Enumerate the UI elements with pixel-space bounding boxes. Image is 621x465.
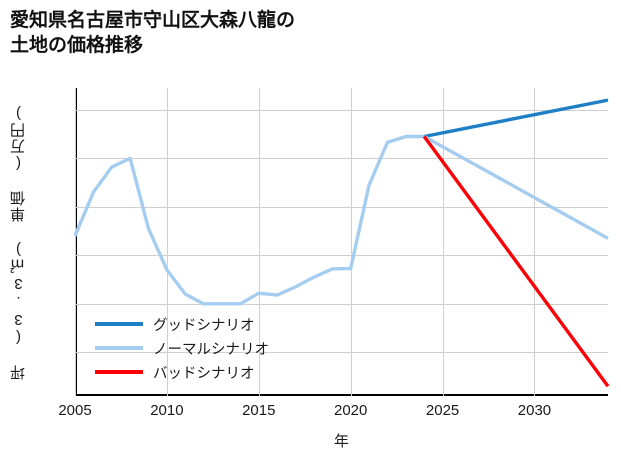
x-axis-tick: 2015 xyxy=(242,402,276,419)
x-axis-tick: 2025 xyxy=(425,402,460,419)
series-line xyxy=(73,134,425,306)
gridline-horizontal xyxy=(75,352,608,354)
gridline-horizontal xyxy=(75,255,608,257)
gridline-vertical xyxy=(442,88,444,396)
gridline-horizontal xyxy=(75,158,608,160)
chart-legend: グッドシナリオ ノーマルシナリオ バッドシナリオ xyxy=(95,316,269,382)
legend-label: グッドシナリオ xyxy=(153,317,255,334)
gridline-vertical xyxy=(534,88,536,396)
chart-title: 愛知県名古屋市守山区大森八龍の 土地の価格推移 xyxy=(10,10,296,57)
legend-label: ノーマルシナリオ xyxy=(153,341,269,358)
x-axis-tick: 2020 xyxy=(334,402,368,419)
gridline-horizontal xyxy=(75,303,608,305)
gridline-vertical xyxy=(75,88,76,396)
y-axis-label-text: 坪 (3.3㎡) 単価 (万円) xyxy=(9,104,27,380)
gridline-vertical xyxy=(166,88,168,396)
series-line xyxy=(423,135,609,240)
gridline-vertical xyxy=(258,88,260,396)
legend-color-swatch xyxy=(95,346,143,350)
series-lines xyxy=(73,98,610,388)
x-axis-label: 年 xyxy=(333,433,349,450)
x-axis-tick: 2010 xyxy=(150,402,184,419)
legend-item[interactable]: ノーマルシナリオ xyxy=(95,340,269,358)
x-axis-tick: 2005 xyxy=(58,402,92,419)
x-axis-tick: 2030 xyxy=(517,402,552,419)
legend-color-swatch xyxy=(95,322,143,326)
plot-frame xyxy=(75,88,608,396)
gridline-horizontal xyxy=(75,206,608,208)
legend-label: バッドシナリオ xyxy=(153,365,255,382)
series-line xyxy=(422,135,610,388)
y-axis-label: 坪 (3.3㎡) 単価 (万円) xyxy=(6,88,30,396)
legend-item[interactable]: グッドシナリオ xyxy=(95,316,269,334)
gridline-horizontal xyxy=(75,109,608,111)
legend-item[interactable]: バッドシナリオ xyxy=(95,364,269,382)
legend-color-swatch xyxy=(95,370,143,374)
gridline-vertical xyxy=(350,88,352,396)
series-line xyxy=(423,98,609,139)
